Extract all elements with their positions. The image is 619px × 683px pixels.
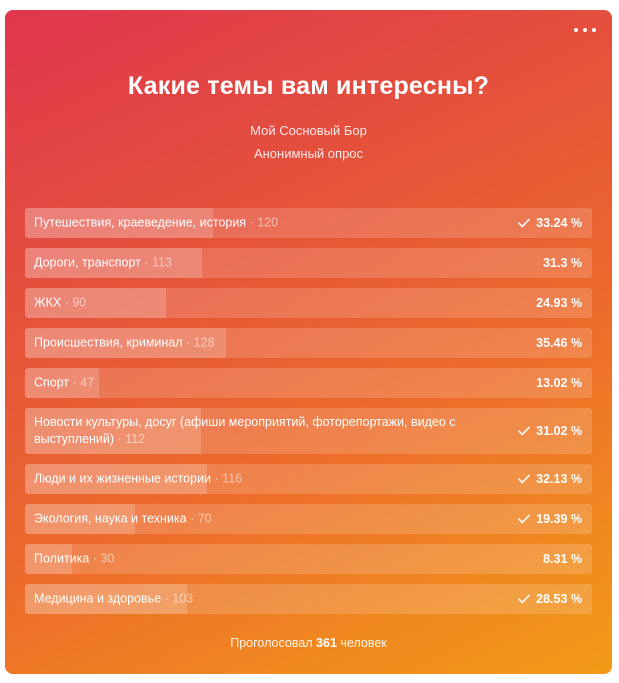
poll-card: Какие темы вам интересны? Мой Сосновый Б… — [5, 10, 612, 674]
poll-option-label: Медицина и здоровье · 103 — [34, 591, 494, 608]
poll-option[interactable]: Дороги, транспорт · 113 31.3 % — [25, 248, 592, 278]
poll-option-label: Дороги, транспорт · 113 — [34, 255, 494, 272]
poll-option-vote-count: · 112 — [117, 432, 146, 446]
poll-option-vote-count: · 30 — [92, 551, 115, 566]
poll-option-percent: 32.13 % — [536, 472, 582, 486]
poll-option-percent: 8.31 % — [543, 552, 582, 566]
poll-option-progress-fill — [25, 464, 207, 494]
voters-suffix: человек — [340, 636, 387, 650]
poll-option-label: Новости культуры, досуг (афиши мероприят… — [34, 414, 494, 448]
poll-option-text: Путешествия, краеведение, история — [34, 215, 247, 230]
poll-owner-link[interactable]: Мой Сосновый Бор — [250, 123, 367, 138]
voters-prefix: Проголосовал — [230, 636, 313, 650]
poll-option-vote-count: · 113 — [144, 255, 172, 270]
poll-option-result: 32.13 % — [518, 472, 582, 486]
poll-option-vote-count: · 103 — [164, 591, 194, 606]
poll-option-progress-fill — [25, 288, 166, 318]
poll-option[interactable]: Новости культуры, досуг (афиши мероприят… — [25, 408, 592, 454]
poll-option[interactable]: Происшествия, криминал · 128 35.46 % — [25, 328, 592, 358]
check-icon — [518, 594, 530, 604]
poll-option-label: Политика · 30 — [34, 551, 494, 568]
poll-option[interactable]: Путешествия, краеведение, история · 120 3… — [25, 208, 592, 238]
voters-count: 361 — [316, 636, 337, 650]
poll-option-result: 8.31 % — [543, 552, 582, 566]
poll-option-percent: 13.02 % — [536, 376, 582, 390]
poll-option-percent: 19.39 % — [536, 512, 582, 526]
poll-option-percent: 35.46 % — [536, 336, 582, 350]
poll-option[interactable]: Экология, наука и техника · 70 19.39 % — [25, 504, 592, 534]
poll-option-percent: 31.02 % — [536, 424, 582, 438]
poll-option-result: 31.3 % — [543, 256, 582, 270]
poll-option-vote-count: · 70 — [190, 511, 212, 526]
poll-option-progress-fill — [25, 504, 135, 534]
poll-option-result: 35.46 % — [536, 336, 582, 350]
poll-option-text: Происшествия, криминал — [34, 335, 183, 350]
poll-option-result: 24.93 % — [536, 296, 582, 310]
poll-option-percent: 31.3 % — [543, 256, 582, 270]
poll-voters-summary[interactable]: Проголосовал 361 человек — [5, 636, 612, 650]
poll-option-percent: 24.93 % — [536, 296, 582, 310]
poll-option-label: ЖКХ · 90 — [34, 295, 494, 312]
poll-option-vote-count: · 116 — [214, 471, 243, 486]
poll-option-text: Новости культуры, досуг (афиши мероприят… — [34, 415, 456, 446]
poll-option[interactable]: Спорт · 47 13.02 % — [25, 368, 592, 398]
poll-option[interactable]: ЖКХ · 90 24.93 % — [25, 288, 592, 318]
poll-option-vote-count: · 90 — [64, 295, 87, 310]
poll-option-vote-count: · 120 — [249, 215, 279, 230]
poll-option-progress-fill — [25, 408, 201, 454]
poll-option-vote-count: · 47 — [72, 375, 95, 390]
poll-option-text: Политика — [34, 551, 90, 566]
check-icon — [518, 218, 530, 228]
poll-option-result: 28.53 % — [518, 592, 582, 606]
poll-option-label: Экология, наука и техника · 70 — [34, 511, 494, 528]
poll-option-progress-fill — [25, 248, 202, 278]
poll-option-text: Люди и их жизненные истории — [34, 471, 212, 486]
poll-option-label: Спорт · 47 — [34, 375, 494, 392]
poll-type-label: Анонимный опрос — [253, 146, 364, 161]
check-icon — [518, 514, 530, 524]
poll-option-progress-fill — [25, 328, 226, 358]
poll-option-text: Экология, наука и техника — [34, 511, 187, 526]
poll-option-percent: 28.53 % — [536, 592, 582, 606]
poll-option-label: Происшествия, криминал · 128 — [34, 335, 494, 352]
poll-option-label: Путешествия, краеведение, история · 120 — [34, 215, 494, 232]
poll-option-progress-fill — [25, 368, 99, 398]
poll-option-result: 33.24 % — [518, 216, 582, 230]
poll-option-progress-fill — [25, 544, 72, 574]
more-dots-icon — [574, 28, 578, 32]
poll-option-text: ЖКХ — [34, 295, 62, 310]
poll-title: Какие темы вам интересны? — [127, 72, 490, 100]
poll-option-label: Люди и их жизненные истории · 116 — [34, 471, 494, 488]
poll-option-result: 13.02 % — [536, 376, 582, 390]
check-icon — [518, 474, 530, 484]
poll-option[interactable]: Политика · 30 8.31 % — [25, 544, 592, 574]
poll-option-text: Дороги, транспорт — [34, 255, 141, 270]
poll-option-text: Медицина и здоровье — [34, 591, 162, 606]
poll-option[interactable]: Медицина и здоровье · 103 28.53 % — [25, 584, 592, 614]
poll-option-text: Спорт — [34, 375, 70, 390]
poll-option-result: 19.39 % — [518, 512, 582, 526]
poll-option-percent: 33.24 % — [536, 216, 582, 230]
poll-option-result: 31.02 % — [518, 424, 582, 438]
poll-option[interactable]: Люди и их жизненные истории · 116 32.13 % — [25, 464, 592, 494]
poll-option-vote-count: · 128 — [186, 335, 215, 350]
poll-option-progress-fill — [25, 584, 187, 614]
poll-option-progress-fill — [25, 208, 213, 238]
more-options-button[interactable] — [574, 22, 596, 38]
check-icon — [518, 426, 530, 436]
